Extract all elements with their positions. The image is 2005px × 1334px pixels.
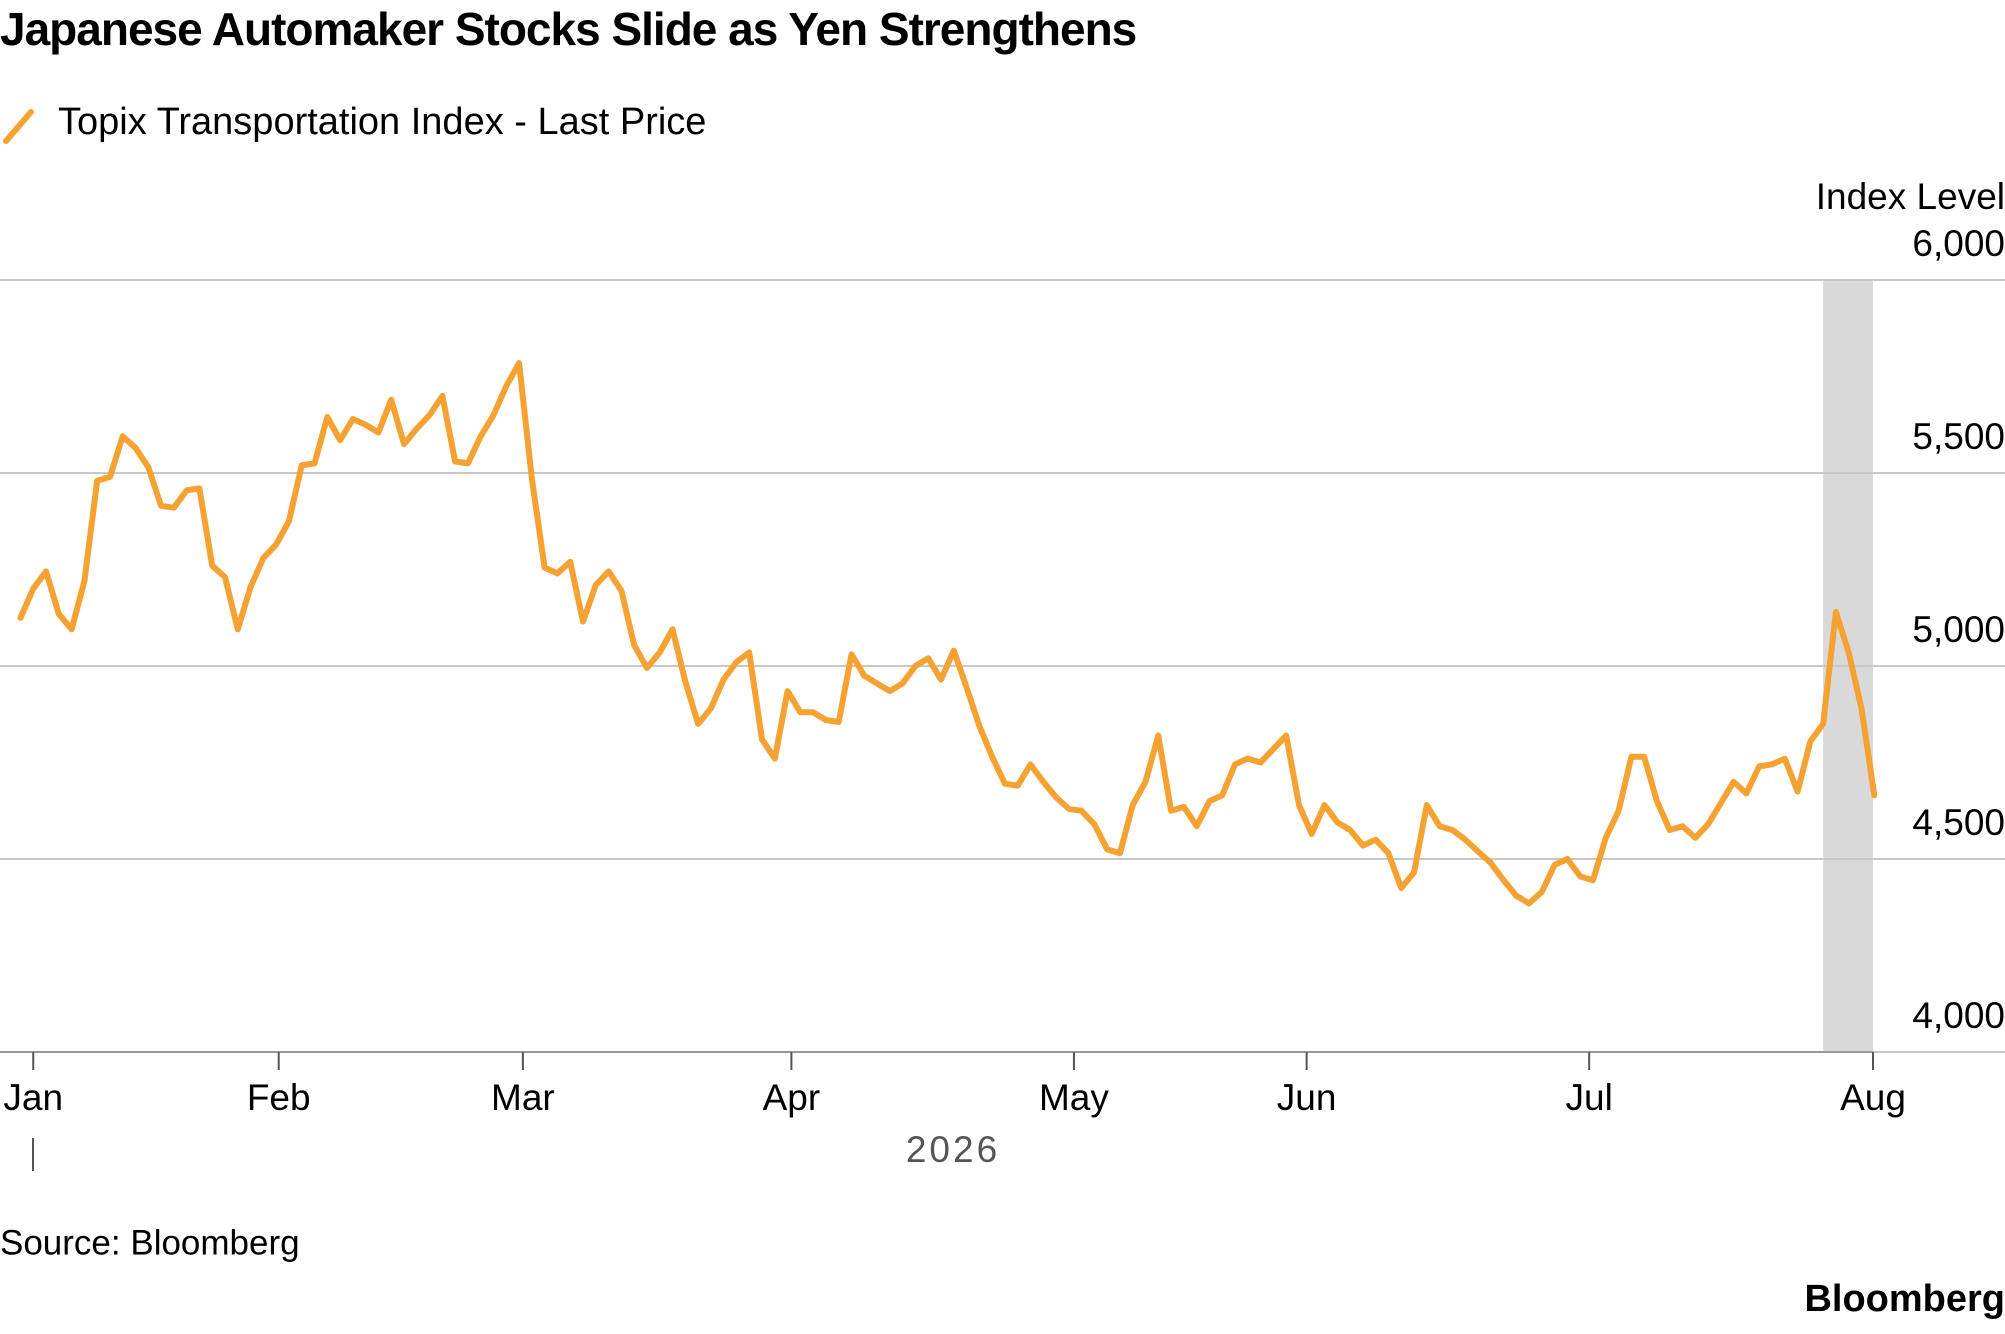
x-axis-label: 2026 — [906, 1129, 1000, 1170]
x-tick-label: Apr — [763, 1077, 821, 1118]
x-tick-label: Jan — [3, 1077, 63, 1118]
y-tick-label: 6,000 — [1912, 223, 2005, 264]
x-tick-label: Aug — [1840, 1077, 1906, 1118]
y-axis-label: Index Level — [1816, 176, 2005, 217]
x-tick-label: Feb — [247, 1077, 311, 1118]
chart-title: Japanese Automaker Stocks Slide as Yen S… — [0, 3, 1136, 55]
x-tick-label: Jun — [1277, 1077, 1337, 1118]
legend-marker — [3, 109, 34, 144]
price-line — [17, 360, 1878, 907]
y-tick-label: 4,000 — [1912, 995, 2005, 1036]
y-tick-label: 5,000 — [1912, 609, 2005, 650]
y-tick-label: 4,500 — [1912, 802, 2005, 843]
x-tick-label: Jul — [1566, 1077, 1613, 1118]
source: Source: Bloomberg — [0, 1223, 300, 1262]
brand-logo: Bloomberg — [1804, 1278, 2005, 1320]
x-tick-label: Mar — [491, 1077, 555, 1118]
x-tick-label: May — [1039, 1077, 1109, 1118]
legend-label: Topix Transportation Index - Last Price — [58, 101, 706, 143]
y-tick-label: 5,500 — [1912, 416, 2005, 457]
